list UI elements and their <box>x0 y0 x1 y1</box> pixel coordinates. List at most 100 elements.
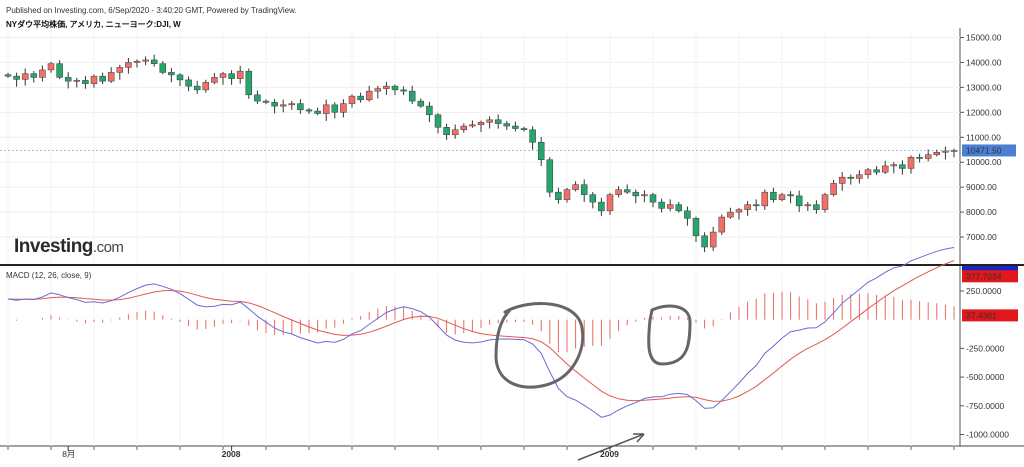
candle-body <box>555 191 562 200</box>
candle-body <box>365 90 373 101</box>
price-tick-label: 8000.00 <box>966 207 997 217</box>
candle-body <box>675 204 683 212</box>
candle-body <box>477 122 485 126</box>
candle-body <box>494 119 502 124</box>
candle-body <box>942 150 949 153</box>
candle-body <box>142 59 149 62</box>
candle-body <box>641 194 648 197</box>
candle-body <box>856 174 863 179</box>
price-tick-label: 7000.00 <box>966 232 997 242</box>
candle-body <box>116 67 124 73</box>
candle-body <box>632 191 640 197</box>
investing-logo: Investing.com <box>14 236 124 258</box>
candle-body <box>82 80 89 84</box>
candle-body <box>684 210 691 219</box>
candle-body <box>830 183 837 195</box>
candle-body <box>340 103 347 113</box>
candle-body <box>13 75 20 80</box>
macd-tick-label: -250.0000 <box>966 343 1005 353</box>
candle-body <box>546 159 554 193</box>
last-price-label: 10471.50 <box>966 145 1002 155</box>
candle-body <box>64 77 72 82</box>
logo-suffix: .com <box>92 239 124 256</box>
time-axis-label: 2008 <box>222 449 241 459</box>
candle-body <box>202 82 210 91</box>
candle-body <box>572 184 579 190</box>
candle-body <box>176 74 184 81</box>
candle-body <box>348 95 356 104</box>
histogram-value-tag <box>962 309 1018 322</box>
macd-line <box>7 247 955 418</box>
candle-body <box>39 69 46 78</box>
candle-body <box>778 194 786 200</box>
candle-body <box>262 100 270 103</box>
macd-indicator-label: MACD (12, 26, close, 9) <box>6 271 92 280</box>
candle-body <box>821 194 829 210</box>
time-axis-label: 8月 <box>62 449 75 459</box>
candle-body <box>47 63 55 71</box>
candle-body <box>288 103 296 106</box>
annotation-arrow <box>577 433 645 461</box>
candle-body <box>56 63 63 78</box>
macd-tick-label: 250.0000 <box>966 286 1002 296</box>
candle-body <box>331 104 339 113</box>
candle-body <box>666 204 674 209</box>
candle-body <box>907 156 915 169</box>
macd-tick-label: -1000.0000 <box>966 430 1009 440</box>
candle-body <box>847 176 855 179</box>
candle-body <box>434 114 442 128</box>
candle-body <box>752 204 760 207</box>
candle-body <box>460 125 468 131</box>
histogram-value-tag-label: 37.4361 <box>966 310 997 320</box>
candle-body <box>417 100 425 107</box>
candle-body <box>486 119 493 123</box>
signal-value-tag <box>962 270 1018 283</box>
candle-body <box>271 102 278 107</box>
candle-body <box>254 94 261 102</box>
annotation-circle-2 <box>647 304 692 366</box>
last-price-tag <box>962 144 1016 157</box>
candle-body <box>615 189 622 195</box>
price-tick-label: 13000.00 <box>966 82 1002 92</box>
candle-body <box>933 151 941 155</box>
candle-body <box>873 169 880 173</box>
candle-body <box>133 60 141 63</box>
candle-body <box>391 85 399 91</box>
candle-body <box>90 75 98 84</box>
candle-body <box>924 154 932 159</box>
candle-body <box>219 73 227 78</box>
candle-body <box>787 194 794 197</box>
candle-body <box>305 109 313 112</box>
candle-body <box>30 73 38 78</box>
candle-body <box>709 231 717 248</box>
candle-body <box>512 125 519 129</box>
price-tick-label: 9000.00 <box>966 182 997 192</box>
candle-body <box>580 184 588 195</box>
published-text: Published on Investing.com, 6/Sep/2020 -… <box>6 6 297 15</box>
candle-body <box>451 129 459 136</box>
candle-body <box>168 72 175 76</box>
candle-body <box>125 62 132 68</box>
candle-body <box>606 194 614 212</box>
candle-body <box>107 72 115 82</box>
candle-body <box>245 70 253 96</box>
candle-body <box>658 201 665 209</box>
candle-body <box>443 127 450 136</box>
candle-body <box>804 204 812 207</box>
candle-body <box>99 75 106 82</box>
candle-body <box>623 189 631 193</box>
price-tick-label: 12000.00 <box>966 107 1002 117</box>
candle-body <box>744 204 751 210</box>
price-tick-label: 11000.00 <box>966 132 1001 142</box>
candle-body <box>520 128 528 131</box>
candle-body <box>426 105 433 116</box>
candle-body <box>279 104 287 107</box>
candle-body <box>21 73 29 80</box>
macd-tick-label: -750.0000 <box>966 401 1005 411</box>
candle-body <box>193 85 201 91</box>
candle-body <box>881 165 889 173</box>
logo-brand: Investing <box>14 236 93 257</box>
candle-body <box>838 176 846 184</box>
macd-tick-label: -500.0000 <box>966 372 1005 382</box>
